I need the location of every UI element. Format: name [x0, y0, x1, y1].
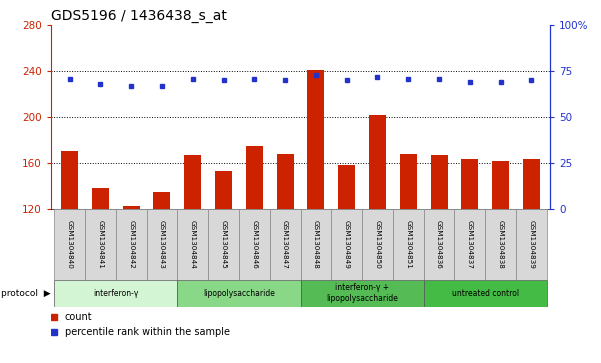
Bar	[276, 154, 293, 346]
Bar	[362, 209, 393, 280]
Bar	[177, 280, 300, 307]
Bar	[208, 209, 239, 280]
Text: GSM1304844: GSM1304844	[190, 220, 196, 269]
Bar	[54, 280, 177, 307]
Bar	[308, 70, 325, 346]
Text: untreated control: untreated control	[452, 289, 519, 298]
Text: GSM1304847: GSM1304847	[282, 220, 288, 269]
Text: protocol  ▶: protocol ▶	[1, 289, 51, 298]
Bar	[185, 155, 201, 346]
Text: GSM1304837: GSM1304837	[467, 220, 473, 269]
Bar	[400, 154, 416, 346]
Bar	[300, 280, 424, 307]
Text: count: count	[65, 312, 92, 322]
Text: GSM1304841: GSM1304841	[97, 220, 103, 269]
Bar	[92, 188, 109, 346]
Bar	[523, 159, 540, 346]
Text: GSM1304839: GSM1304839	[528, 220, 534, 269]
Bar	[85, 209, 116, 280]
Bar	[492, 160, 509, 346]
Bar	[123, 207, 139, 346]
Text: GSM1304848: GSM1304848	[313, 220, 319, 269]
Bar	[331, 209, 362, 280]
Bar	[147, 209, 177, 280]
Text: GSM1304849: GSM1304849	[344, 220, 350, 269]
Bar	[61, 151, 78, 346]
Bar	[424, 280, 547, 307]
Text: GSM1304846: GSM1304846	[251, 220, 257, 269]
Bar	[215, 171, 232, 346]
Bar	[300, 209, 331, 280]
Bar	[454, 209, 485, 280]
Bar	[54, 209, 85, 280]
Text: GDS5196 / 1436438_s_at: GDS5196 / 1436438_s_at	[51, 9, 227, 23]
Text: GSM1304836: GSM1304836	[436, 220, 442, 269]
Bar	[430, 155, 448, 346]
Text: lipopolysaccharide: lipopolysaccharide	[203, 289, 275, 298]
Bar	[424, 209, 454, 280]
Bar	[485, 209, 516, 280]
Text: GSM1304840: GSM1304840	[67, 220, 73, 269]
Bar	[153, 192, 171, 346]
Bar	[338, 165, 355, 346]
Bar	[239, 209, 270, 280]
Text: GSM1304838: GSM1304838	[498, 220, 504, 269]
Text: GSM1304842: GSM1304842	[128, 220, 134, 269]
Bar	[270, 209, 300, 280]
Bar	[177, 209, 208, 280]
Bar	[369, 115, 386, 346]
Text: interferon-γ +
lipopolysaccharide: interferon-γ + lipopolysaccharide	[326, 284, 398, 303]
Text: GSM1304850: GSM1304850	[374, 220, 380, 269]
Text: percentile rank within the sample: percentile rank within the sample	[65, 327, 230, 337]
Bar	[462, 159, 478, 346]
Text: GSM1304845: GSM1304845	[221, 220, 227, 269]
Text: GSM1304843: GSM1304843	[159, 220, 165, 269]
Bar	[516, 209, 547, 280]
Text: GSM1304851: GSM1304851	[405, 220, 411, 269]
Bar	[393, 209, 424, 280]
Bar	[246, 146, 263, 346]
Bar	[116, 209, 147, 280]
Text: interferon-γ: interferon-γ	[93, 289, 138, 298]
